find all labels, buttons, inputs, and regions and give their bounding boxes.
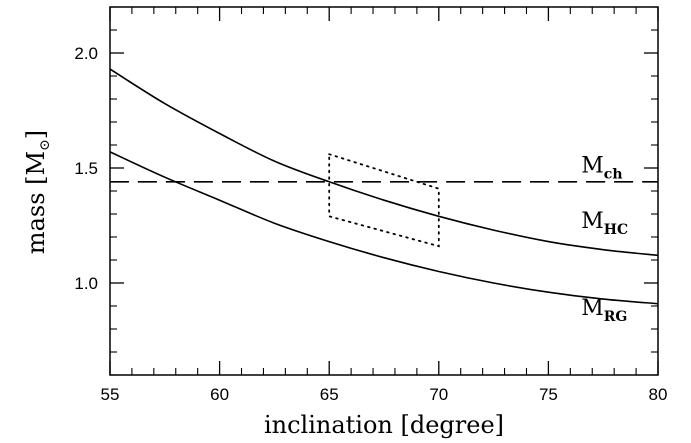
curve-label-main: M — [581, 209, 604, 234]
series-lines — [109, 68, 659, 305]
axis-ticks — [109, 6, 659, 376]
series-line-rg — [109, 151, 659, 305]
curve-label-hc: MHC — [581, 209, 628, 238]
x-axis-title: inclination [degree] — [264, 411, 504, 439]
x-tick-label: 65 — [320, 385, 339, 404]
dotted-region — [328, 153, 440, 248]
curve-label-main: M — [581, 296, 604, 321]
curve-label-ch: Mch — [581, 154, 622, 183]
plot-frame — [109, 6, 659, 376]
y-axis-title-sub: ⊙ — [37, 139, 53, 151]
curve-label-subscript: HC — [604, 222, 628, 238]
curve-label-main: M — [581, 154, 604, 179]
tick-labels: 55 60 65 70 75 80 1.0 1.5 2.0 — [74, 44, 667, 404]
curve-label-subscript: ch — [604, 167, 623, 183]
y-axis-title-close: ] — [22, 130, 50, 139]
x-tick-label: 55 — [101, 385, 120, 404]
curve-label-subscript: RG — [604, 309, 628, 325]
x-tick-label: 75 — [539, 385, 558, 404]
x-tick-label: 60 — [210, 385, 229, 404]
y-tick-label: 2.0 — [74, 44, 98, 63]
x-tick-label: 80 — [649, 385, 668, 404]
y-tick-label: 1.5 — [74, 159, 98, 178]
y-tick-label: 1.0 — [74, 274, 98, 293]
curve-label-rg: MRG — [581, 296, 627, 325]
y-axis-title-main: mass [M — [22, 151, 50, 254]
x-tick-label: 70 — [429, 385, 448, 404]
y-axis-title: mass [M⊙] — [22, 130, 53, 254]
series-line-hc — [109, 68, 659, 257]
